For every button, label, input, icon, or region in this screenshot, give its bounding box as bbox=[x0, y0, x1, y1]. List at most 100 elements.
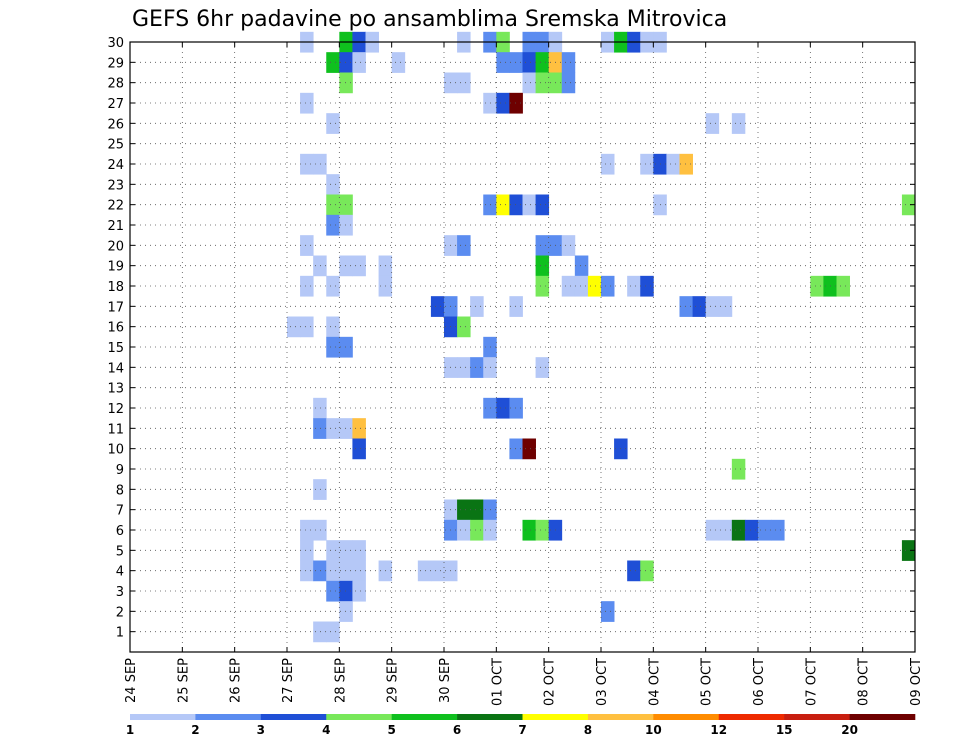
y-tick-label: 4 bbox=[116, 565, 124, 580]
precip-cell bbox=[457, 316, 471, 338]
y-tick-label: 10 bbox=[107, 443, 124, 458]
precip-cell bbox=[483, 519, 497, 541]
precip-cell bbox=[836, 275, 850, 297]
precip-cell bbox=[339, 255, 353, 277]
precip-cell bbox=[901, 540, 916, 561]
precip-cell bbox=[339, 418, 353, 439]
precip-cell bbox=[535, 275, 550, 297]
y-tick-label: 18 bbox=[107, 280, 124, 295]
precip-cell bbox=[627, 560, 641, 582]
precip-cell bbox=[692, 296, 707, 317]
y-tick-label: 7 bbox=[116, 504, 124, 519]
y-tick-label: 5 bbox=[116, 544, 124, 559]
precip-cell bbox=[561, 235, 576, 256]
y-tick-label: 24 bbox=[107, 158, 124, 173]
precip-cell bbox=[522, 519, 536, 541]
precip-cell bbox=[731, 519, 746, 541]
y-tick-label: 1 bbox=[116, 626, 124, 641]
colorbar-swatch bbox=[718, 714, 785, 720]
x-axis: 24 SEP 25 SEP 26 SEP 27 SEP 28 SEP 29 SEP 30 S… bbox=[124, 42, 924, 706]
precip-cell bbox=[300, 92, 314, 114]
precip-cell bbox=[326, 316, 340, 338]
precip-cell bbox=[535, 519, 550, 541]
x-tick-label: 03 OCT bbox=[595, 658, 610, 706]
y-axis: 1234567891011121314151617181920212223242… bbox=[107, 36, 915, 641]
y-tick-label: 2 bbox=[116, 605, 124, 620]
precip-cell bbox=[561, 52, 576, 73]
x-tick-label: 28 SEP bbox=[333, 658, 348, 703]
x-tick-label: 29 SEP bbox=[386, 658, 401, 703]
y-tick-label: 9 bbox=[116, 463, 124, 478]
colorbar-swatch bbox=[391, 714, 458, 720]
precip-cell bbox=[457, 72, 471, 94]
precip-cell bbox=[483, 397, 497, 419]
precip-cell bbox=[326, 560, 340, 582]
colorbar-swatch bbox=[260, 714, 327, 720]
grid-lines bbox=[129, 41, 916, 652]
precip-cell bbox=[509, 92, 523, 114]
y-tick-label: 23 bbox=[107, 178, 124, 193]
y-tick-label: 11 bbox=[107, 422, 124, 437]
colorbar-label: 3 bbox=[257, 723, 265, 737]
precip-cell bbox=[352, 438, 366, 460]
y-tick-label: 22 bbox=[107, 199, 124, 214]
colorbar-label: 2 bbox=[191, 723, 199, 737]
colorbar-swatch bbox=[130, 714, 196, 720]
precip-cell bbox=[535, 52, 550, 73]
precip-cell bbox=[587, 275, 602, 297]
y-tick-label: 15 bbox=[107, 341, 124, 356]
y-tick-label: 8 bbox=[116, 483, 124, 498]
precip-cell bbox=[326, 580, 340, 602]
x-tick-label: 04 OCT bbox=[647, 658, 662, 706]
precip-cell bbox=[744, 519, 759, 541]
precip-cell bbox=[535, 235, 550, 256]
precip-cell bbox=[470, 296, 484, 317]
precip-cell bbox=[339, 72, 353, 94]
colorbar-swatch bbox=[784, 714, 850, 720]
x-tick-label: 07 OCT bbox=[804, 658, 819, 706]
precip-cell bbox=[313, 519, 327, 541]
precip-cell bbox=[430, 296, 445, 317]
colorbar-swatch bbox=[587, 714, 654, 720]
precip-cell bbox=[509, 438, 523, 460]
precip-cell bbox=[509, 296, 523, 317]
precip-cell bbox=[300, 153, 314, 175]
precip-cell bbox=[731, 458, 746, 480]
precip-cell bbox=[352, 540, 366, 561]
precip-cell bbox=[457, 235, 471, 256]
precip-cell bbox=[339, 601, 353, 622]
y-tick-label: 27 bbox=[107, 97, 124, 112]
x-tick-label: 02 OCT bbox=[543, 658, 558, 706]
precip-cell bbox=[666, 153, 680, 175]
y-tick-label: 17 bbox=[107, 300, 124, 315]
precip-cell bbox=[535, 255, 550, 277]
precip-cell bbox=[313, 621, 327, 643]
precip-cell bbox=[705, 519, 720, 541]
precip-cell bbox=[640, 560, 654, 582]
y-tick-label: 16 bbox=[107, 321, 124, 336]
precip-cell bbox=[705, 296, 720, 317]
colorbar-swatch bbox=[849, 714, 916, 720]
precip-cell bbox=[535, 357, 550, 378]
precip-cell bbox=[640, 153, 654, 175]
precip-cell bbox=[522, 72, 536, 94]
plot-frame bbox=[129, 41, 916, 653]
precip-cell bbox=[326, 418, 340, 439]
precip-cell bbox=[522, 194, 536, 216]
colorbar-swatch bbox=[195, 714, 262, 720]
precip-cell bbox=[470, 519, 484, 541]
y-tick-label: 21 bbox=[107, 219, 124, 234]
precip-cell bbox=[731, 113, 746, 134]
precip-cell bbox=[509, 194, 523, 216]
precip-cell bbox=[287, 316, 301, 338]
y-tick-label: 6 bbox=[116, 524, 124, 539]
precip-cell bbox=[522, 52, 536, 73]
y-tick-label: 13 bbox=[107, 382, 124, 397]
x-tick-label: 25 SEP bbox=[176, 658, 191, 703]
precip-cell bbox=[326, 214, 340, 236]
precip-cell bbox=[457, 519, 471, 541]
precip-cell bbox=[313, 479, 327, 500]
data-cells bbox=[287, 31, 916, 643]
precip-cell bbox=[326, 52, 340, 73]
x-tick-label: 08 OCT bbox=[857, 658, 872, 706]
